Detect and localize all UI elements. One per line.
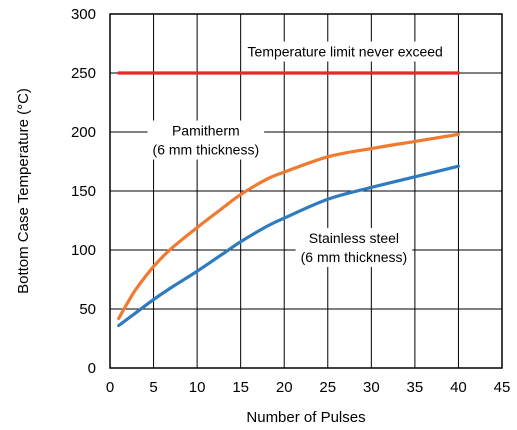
x-tick-label: 15: [232, 379, 249, 396]
x-tick-label: 25: [319, 379, 336, 396]
y-tick-label: 100: [71, 242, 96, 259]
annotation: Pamitherm (6 mm thickness): [148, 121, 265, 160]
x-tick-label: 45: [494, 379, 511, 396]
annotation-text: Temperature limit never exceed: [248, 43, 443, 59]
annotation: Temperature limit never exceed: [243, 41, 448, 61]
x-tick-label: 10: [189, 379, 206, 396]
x-tick-label: 0: [106, 379, 114, 396]
x-tick-label: 35: [407, 379, 424, 396]
x-tick-label: 5: [149, 379, 157, 396]
y-axis-label: Bottom Case Temperature (°C): [15, 88, 32, 294]
y-axis-ticks: 0 50 100 150 200 250 300: [71, 6, 96, 377]
grid: [110, 14, 502, 368]
y-tick-label: 150: [71, 183, 96, 200]
annotation-text: Stainless steel: [309, 230, 399, 246]
y-tick-label: 50: [79, 301, 96, 318]
series-layer: [119, 73, 459, 326]
x-axis-label: Number of Pulses: [246, 409, 365, 426]
y-tick-label: 0: [88, 360, 96, 377]
annotation-text: (6 mm thickness): [153, 142, 260, 158]
x-tick-label: 40: [450, 379, 467, 396]
series-line-pamitherm-6-mm-thickness: [119, 134, 459, 318]
annotation-text: (6 mm thickness): [301, 249, 408, 265]
y-tick-label: 300: [71, 6, 96, 23]
annotation: Stainless steel (6 mm thickness): [296, 228, 413, 267]
annotation-text: Pamitherm: [172, 123, 240, 139]
x-axis-ticks: 0 5 10 15 20 25 30 35 40 45: [106, 379, 511, 396]
x-tick-label: 20: [276, 379, 293, 396]
x-tick-label: 30: [363, 379, 380, 396]
y-tick-label: 250: [71, 65, 96, 82]
y-tick-label: 200: [71, 124, 96, 141]
